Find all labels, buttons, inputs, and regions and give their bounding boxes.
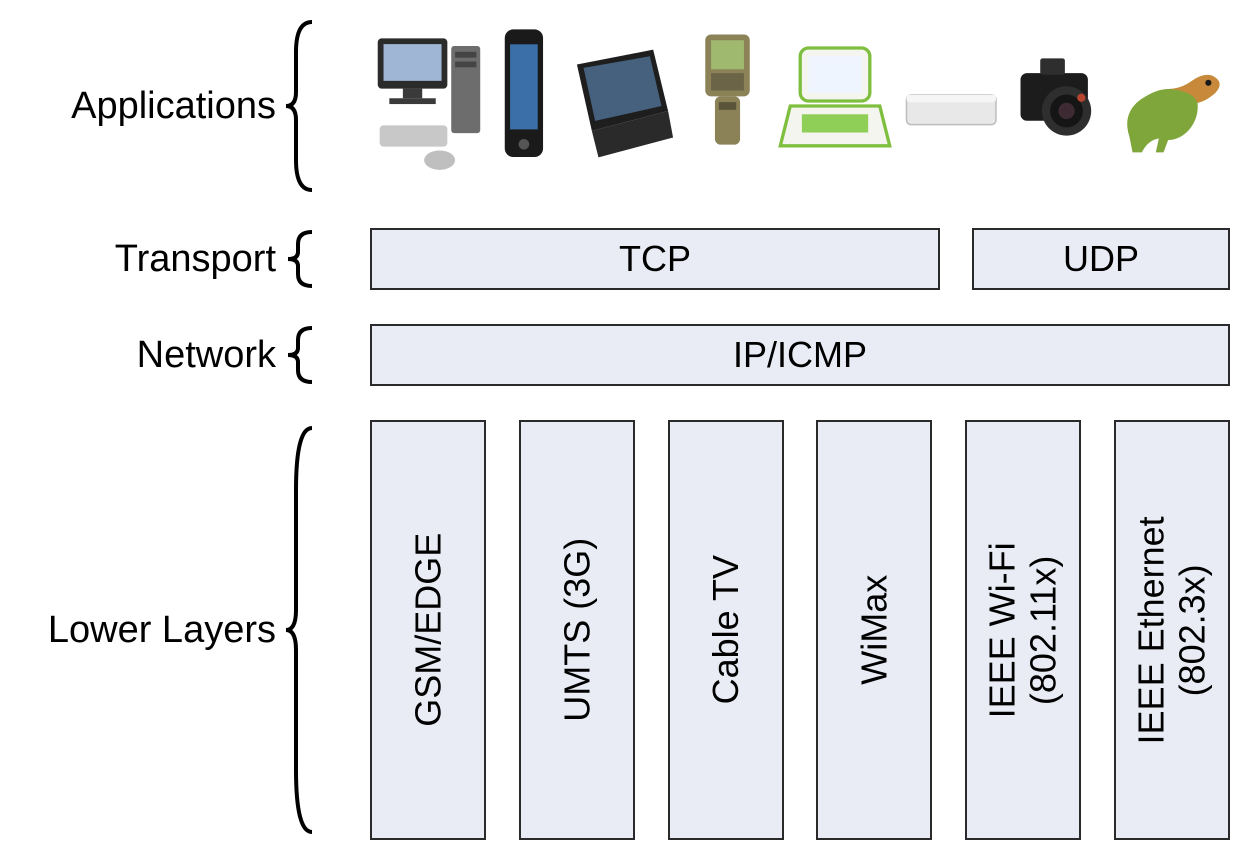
applications-label: Applications [71, 85, 282, 128]
toy-dinosaur-icon [1114, 18, 1230, 194]
brace-icon [282, 18, 320, 194]
tablet-laptop-icon [562, 18, 678, 194]
ethernet-label-l1: IEEE Ethernet [1131, 516, 1172, 744]
wimax-box: WiMax [816, 420, 932, 840]
wifi-label-l1: IEEE Wi-Fi [982, 542, 1023, 718]
tcp-label: TCP [619, 238, 691, 280]
transport-content: TCP UDP [370, 228, 1230, 290]
applications-label-col: Applications [0, 18, 320, 194]
pda-scanner-icon [684, 18, 771, 194]
network-content: IP/ICMP [370, 324, 1230, 386]
set-top-box-icon [899, 18, 1003, 194]
umts-3g-box: UMTS (3G) [519, 420, 635, 840]
gsm-edge-box: GSM/EDGE [370, 420, 486, 840]
mini-laptop-icon [777, 18, 893, 194]
transport-label: Transport [115, 238, 282, 281]
cable-tv-label: Cable TV [705, 555, 746, 704]
network-label: Network [137, 334, 282, 377]
tcp-box: TCP [370, 228, 940, 290]
transport-label-col: Transport [0, 228, 320, 290]
udp-box: UDP [972, 228, 1230, 290]
ip-icmp-box: IP/ICMP [370, 324, 1230, 386]
network-row: Network IP/ICMP [0, 324, 1242, 386]
network-label-col: Network [0, 324, 320, 386]
smartphone-icon [492, 18, 556, 194]
lower-layers-label: Lower Layers [48, 609, 282, 652]
lower-layers-row: Lower Layers GSM/EDGE UMTS (3G) Cable TV… [0, 420, 1242, 840]
desktop-pc-icon [370, 18, 486, 194]
brace-icon [282, 324, 320, 386]
camera-icon [1009, 18, 1108, 194]
gsm-edge-label: GSM/EDGE [407, 533, 448, 727]
umts-3g-label: UMTS (3G) [556, 538, 597, 722]
transport-row: Transport TCP UDP [0, 228, 1242, 290]
wifi-label-l2: (802.11x) [1023, 542, 1064, 718]
ethernet-box: IEEE Ethernet (802.3x) [1114, 420, 1230, 840]
lower-layers-content: GSM/EDGE UMTS (3G) Cable TV WiMax IEEE W… [370, 420, 1230, 840]
ip-icmp-label: IP/ICMP [733, 334, 867, 376]
udp-label: UDP [1063, 238, 1139, 280]
applications-devices [370, 18, 1230, 194]
wifi-box: IEEE Wi-Fi (802.11x) [965, 420, 1081, 840]
brace-icon [282, 228, 320, 290]
cable-tv-box: Cable TV [668, 420, 784, 840]
ethernet-label-l2: (802.3x) [1172, 516, 1213, 744]
brace-icon [282, 420, 320, 840]
lower-layers-label-col: Lower Layers [0, 420, 320, 840]
applications-row: Applications [0, 18, 1242, 194]
wimax-label: WiMax [854, 575, 895, 685]
